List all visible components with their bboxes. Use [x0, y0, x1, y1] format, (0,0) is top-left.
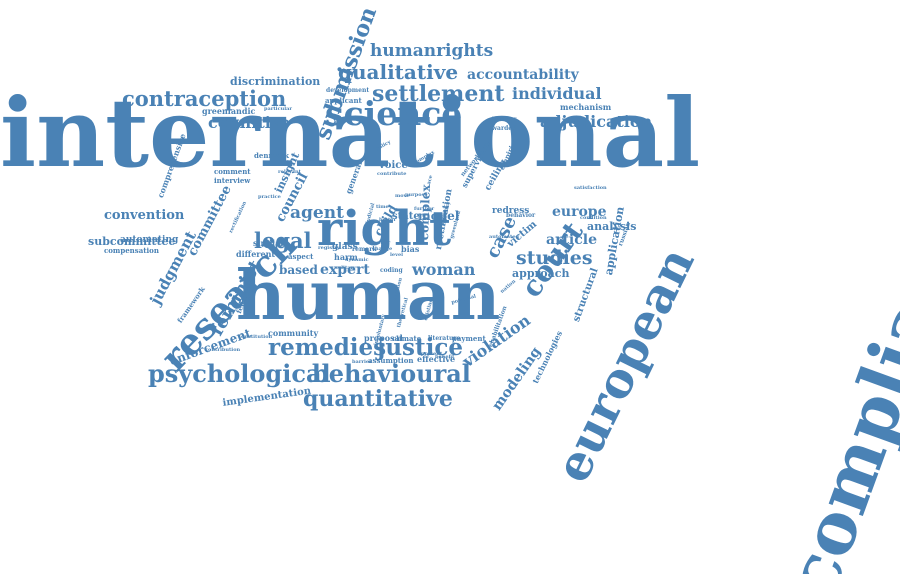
- word-benefit: benefit: [435, 354, 455, 360]
- word-approach: approach: [512, 267, 570, 280]
- word-offer: offer: [377, 240, 391, 246]
- word-compensation: compensation: [104, 246, 159, 255]
- word-coding: coding: [380, 267, 403, 274]
- word-psychological: psychological: [148, 359, 331, 388]
- word-barrier: registry: [318, 245, 340, 251]
- word-remark: remark: [352, 246, 377, 253]
- word-settlement: settlement: [372, 81, 505, 107]
- word-implementation: implementation: [221, 385, 312, 409]
- word-relevant: relevant: [278, 169, 301, 175]
- word-particular: behavior: [492, 116, 517, 122]
- word-subcommittee: subcommittee: [88, 235, 176, 248]
- word-russian: condition: [580, 215, 607, 221]
- word-contribute: particular: [264, 106, 293, 112]
- word-convention: convention: [104, 208, 185, 223]
- word-condition: satisfaction: [574, 185, 607, 191]
- word-present: present: [421, 351, 443, 357]
- word-structural: structural: [571, 266, 601, 324]
- word-time: time: [376, 204, 389, 210]
- word-denmark: denmark: [254, 151, 289, 160]
- word-proposal: proposal: [364, 333, 403, 343]
- word-justice: justice: [377, 334, 463, 361]
- word-based: based: [279, 263, 318, 277]
- word-better: better: [379, 217, 397, 223]
- word-state: state: [392, 211, 420, 222]
- word-europe: europe: [552, 204, 607, 220]
- word-article: article: [546, 232, 597, 248]
- word-reparation: barrier: [352, 359, 372, 365]
- word-glass: glass: [332, 242, 358, 252]
- word-qualitative: qualitative: [338, 60, 459, 84]
- word-interview: interview: [214, 176, 251, 185]
- word-level: level: [390, 252, 404, 258]
- word-community: community: [268, 328, 319, 338]
- word-compliance: compliance: [769, 157, 900, 574]
- word-purpose: purpose: [405, 192, 428, 198]
- word-applicant: applicant: [325, 96, 362, 105]
- word-expert: expert: [320, 262, 370, 278]
- word-right: right: [317, 201, 452, 257]
- word-practice: practice: [258, 194, 281, 200]
- word-contribution: contribution: [205, 347, 241, 353]
- word-analysis: analysis: [587, 220, 637, 233]
- word-policy: contribute: [377, 171, 407, 177]
- word-constitution: constitution: [238, 334, 273, 340]
- word-similar: similar: [253, 238, 285, 248]
- word-aspect: aspect: [288, 252, 314, 261]
- word-individual: individual: [512, 84, 602, 103]
- word-effective: effective: [417, 354, 456, 364]
- word-accountability: accountability: [467, 67, 579, 83]
- word-european: european: [544, 238, 706, 491]
- word-redress: redress: [492, 206, 530, 216]
- word-behavioural: behavioural: [312, 359, 471, 388]
- word-science: science: [325, 94, 463, 133]
- word-bias: bias: [401, 244, 420, 254]
- word-greenlandic: greenlandic: [202, 106, 256, 116]
- word-automated: rectification: [228, 200, 248, 235]
- word-harm: harm: [334, 252, 358, 262]
- word-contraception: contraception: [122, 86, 287, 111]
- word-solitary: solitary: [335, 265, 357, 271]
- word-behavior: behavior: [506, 212, 536, 219]
- word-ace: complex: [417, 184, 433, 241]
- word-form: nation: [499, 278, 518, 295]
- word-potential: automated: [489, 234, 520, 240]
- word-different: different: [236, 249, 276, 259]
- word-awarded: awarded: [488, 125, 517, 132]
- word-literature: literature: [428, 335, 461, 342]
- word-registry: dynamic: [345, 257, 369, 263]
- word-cognitive: cognitive: [208, 113, 291, 132]
- word-studies: studies: [516, 247, 593, 269]
- word-payment: payment: [452, 334, 486, 343]
- word-woman: woman: [412, 260, 476, 279]
- word-discrimination: discrimination: [230, 75, 321, 88]
- word-model: model: [418, 209, 460, 223]
- word-comment: comment: [214, 167, 251, 176]
- word-mechanism: mechanism: [560, 102, 612, 112]
- word-assumption: assumption: [368, 356, 414, 365]
- word-agent: agent: [290, 203, 344, 223]
- word-change: change: [372, 246, 393, 252]
- word-humanrights: humanrights: [370, 41, 494, 61]
- word-quantitative: quantitative: [303, 386, 453, 412]
- word-human: human: [236, 256, 501, 336]
- word-remedies: remedies: [268, 334, 387, 361]
- word-further: further: [414, 206, 435, 212]
- word-committee: committee: [185, 183, 235, 259]
- word-adjudication: adjudication: [540, 112, 653, 131]
- word-international: international: [0, 78, 701, 189]
- word-legal: legal: [254, 228, 312, 253]
- word-development: development: [326, 87, 370, 94]
- word-automating: automating: [120, 235, 179, 245]
- word-climate: climate: [392, 334, 422, 343]
- word-move: move: [395, 193, 410, 199]
- word-voice: voice: [379, 160, 408, 171]
